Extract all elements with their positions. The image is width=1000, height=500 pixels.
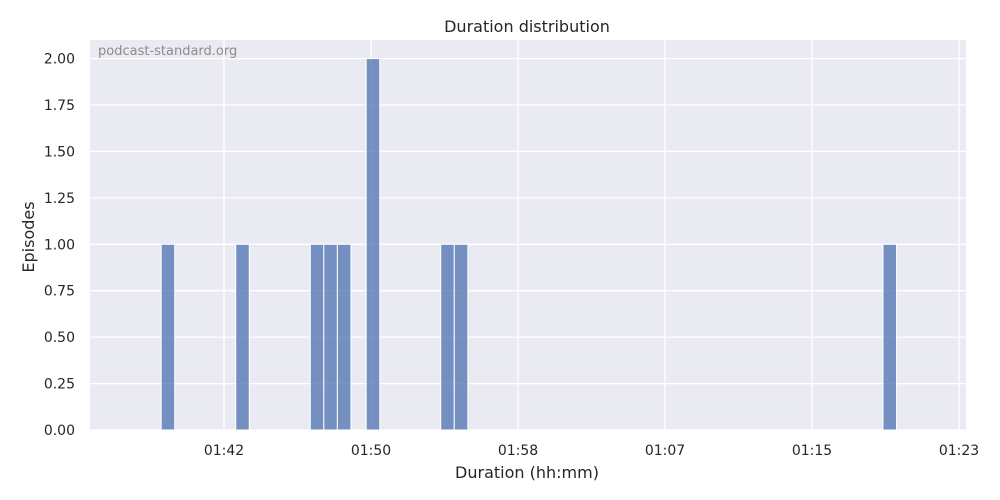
y-axis-label: Episodes [19,201,38,272]
x-tick-label: 01:50 [351,443,391,459]
x-tick-label: 01:42 [204,443,244,459]
y-tick-label: 0.25 [44,377,75,393]
histogram-bar [882,243,898,431]
histogram-bar [309,243,325,431]
x-tick-labels: 01:42 01:50 01:58 01:07 01:15 01:23 [204,443,979,459]
chart-title: Duration distribution [444,17,610,36]
x-tick-label: 01:23 [939,443,979,459]
y-tick-label: 0.00 [44,423,75,439]
x-tick-label: 01:07 [645,443,685,459]
histogram-bar [235,243,250,431]
histogram-bar [453,243,469,431]
bars [160,58,898,431]
y-tick-label: 0.75 [44,284,75,300]
histogram-bar [160,243,176,431]
plot-area [90,40,966,430]
histogram-bar [336,243,352,431]
x-tick-label: 01:15 [792,443,832,459]
y-tick-label: 1.50 [44,144,75,160]
y-tick-label: 0.50 [44,330,75,346]
histogram-bar [440,243,455,431]
y-tick-labels: 0.00 0.25 0.50 0.75 1.00 1.25 1.50 1.75 2.00 [44,52,75,439]
y-tick-label: 1.25 [44,191,75,207]
y-tick-label: 2.00 [44,52,75,68]
histogram-bar [365,58,381,431]
y-tick-label: 1.00 [44,237,75,253]
watermark: podcast-standard.org [98,44,237,59]
histogram-bar [323,243,338,431]
x-axis-label: Duration (hh:mm) [455,463,599,482]
y-tick-label: 1.75 [44,98,75,114]
x-tick-label: 01:58 [498,443,538,459]
